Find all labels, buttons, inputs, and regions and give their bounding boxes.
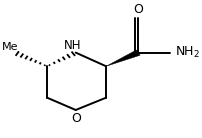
Text: Me: Me bbox=[2, 42, 19, 52]
Text: NH$_2$: NH$_2$ bbox=[175, 45, 200, 60]
Text: NH: NH bbox=[64, 39, 82, 52]
Text: O: O bbox=[133, 3, 143, 16]
Polygon shape bbox=[106, 50, 140, 66]
Text: O: O bbox=[71, 112, 81, 125]
